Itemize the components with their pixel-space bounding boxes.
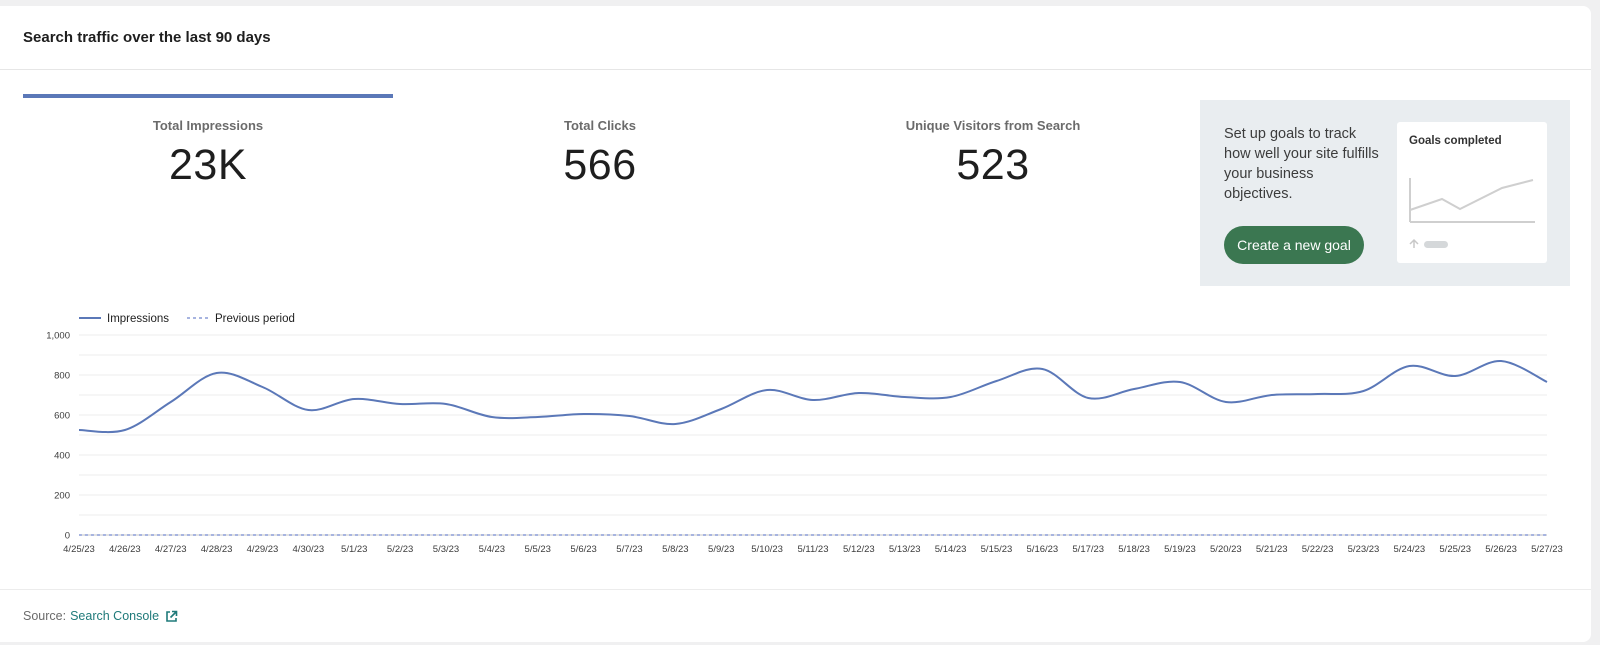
- x-tick-label: 5/3/23: [433, 544, 459, 555]
- x-tick-label: 4/28/23: [201, 544, 233, 555]
- x-tick-label: 5/24/23: [1394, 544, 1426, 555]
- source-footer: Source: Search Console: [0, 589, 1591, 642]
- arrow-up-icon: [1409, 238, 1419, 248]
- create-goal-button[interactable]: Create a new goal: [1224, 226, 1364, 264]
- metric-tab-unique-visitors[interactable]: Unique Visitors from Search 523: [808, 94, 1178, 190]
- metric-tab-clicks[interactable]: Total Clicks 566: [415, 94, 785, 190]
- y-tick-label: 0: [65, 531, 70, 542]
- x-tick-label: 5/6/23: [570, 544, 596, 555]
- x-tick-label: 4/30/23: [293, 544, 325, 555]
- metric-label: Unique Visitors from Search: [905, 118, 1081, 133]
- search-traffic-card: Search traffic over the last 90 days Tot…: [0, 6, 1591, 642]
- x-tick-label: 5/17/23: [1072, 544, 1104, 555]
- x-tick-label: 5/11/23: [798, 544, 829, 555]
- y-tick-label: 800: [54, 371, 70, 382]
- metric-label: Total Clicks: [563, 118, 636, 133]
- x-tick-label: 5/14/23: [935, 544, 967, 555]
- x-tick-label: 5/4/23: [479, 544, 505, 555]
- x-tick-label: 5/26/23: [1485, 544, 1517, 555]
- card-title: Search traffic over the last 90 days: [23, 29, 271, 46]
- metric-tab-impressions[interactable]: Total Impressions 23K: [23, 94, 393, 190]
- metric-label: Total Impressions: [152, 118, 264, 133]
- x-tick-label: 5/25/23: [1439, 544, 1471, 555]
- x-tick-label: 5/8/23: [662, 544, 688, 555]
- card-header: Search traffic over the last 90 days: [0, 6, 1591, 70]
- y-tick-label: 600: [54, 411, 70, 422]
- x-tick-label: 5/5/23: [525, 544, 551, 555]
- x-tick-label: 5/12/23: [843, 544, 875, 555]
- x-tick-label: 5/16/23: [1027, 544, 1059, 555]
- chart-legend: Impressions Previous period: [79, 313, 295, 325]
- x-tick-label: 5/27/23: [1531, 544, 1563, 555]
- impressions-line-chart: Impressions Previous period 0 200 400 600 80…: [46, 313, 1563, 555]
- x-tick-label: 5/15/23: [981, 544, 1013, 555]
- goals-promo: Set up goals to track how well your site…: [1200, 100, 1570, 286]
- legend-label-impressions: Impressions: [107, 313, 169, 325]
- y-tick-label: 400: [54, 451, 70, 462]
- search-console-link[interactable]: Search Console: [70, 609, 160, 623]
- x-tick-label: 5/2/23: [387, 544, 413, 555]
- x-tick-label: 5/19/23: [1164, 544, 1196, 555]
- x-tick-label: 5/10/23: [751, 544, 783, 555]
- x-tick-label: 5/21/23: [1256, 544, 1288, 555]
- metric-value: 523: [956, 141, 1030, 189]
- x-tick-label: 5/22/23: [1302, 544, 1334, 555]
- external-link-icon[interactable]: [165, 610, 178, 623]
- metric-value: 566: [563, 141, 637, 189]
- active-tab-indicator: [23, 94, 393, 98]
- goals-preview-card: Goals completed: [1397, 122, 1547, 263]
- y-tick-label: 200: [54, 491, 70, 502]
- x-tick-label: 4/29/23: [247, 544, 279, 555]
- goals-description: Set up goals to track how well your site…: [1224, 126, 1379, 202]
- goals-preview-title: Goals completed: [1409, 135, 1502, 147]
- x-tick-label: 5/23/23: [1348, 544, 1380, 555]
- x-tick-label: 4/26/23: [109, 544, 141, 555]
- goals-preview-illustration: [1409, 178, 1535, 248]
- source-label: Source:: [23, 609, 67, 623]
- impressions-line: [78, 359, 1548, 434]
- x-tick-label: 5/9/23: [708, 544, 734, 555]
- x-tick-label: 5/7/23: [616, 544, 642, 555]
- legend-label-previous-period: Previous period: [215, 313, 295, 325]
- x-tick-label: 5/13/23: [889, 544, 921, 555]
- x-tick-label: 4/25/23: [63, 544, 95, 555]
- x-tick-label: 4/27/23: [155, 544, 187, 555]
- x-tick-label: 5/18/23: [1118, 544, 1150, 555]
- metric-value: 23K: [168, 141, 247, 189]
- x-tick-label: 5/20/23: [1210, 544, 1242, 555]
- x-tick-label: 5/1/23: [341, 544, 367, 555]
- y-tick-label: 1,000: [46, 331, 70, 342]
